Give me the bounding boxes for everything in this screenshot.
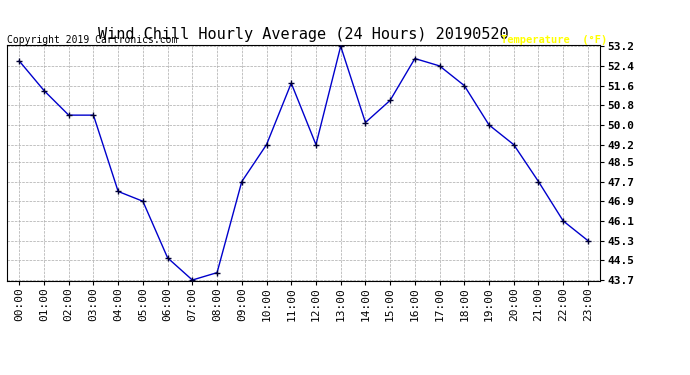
Title: Wind Chill Hourly Average (24 Hours) 20190520: Wind Chill Hourly Average (24 Hours) 201… [98,27,509,42]
Text: Temperature  (°F): Temperature (°F) [501,35,607,45]
Text: Copyright 2019 Cartronics.com: Copyright 2019 Cartronics.com [7,35,177,45]
